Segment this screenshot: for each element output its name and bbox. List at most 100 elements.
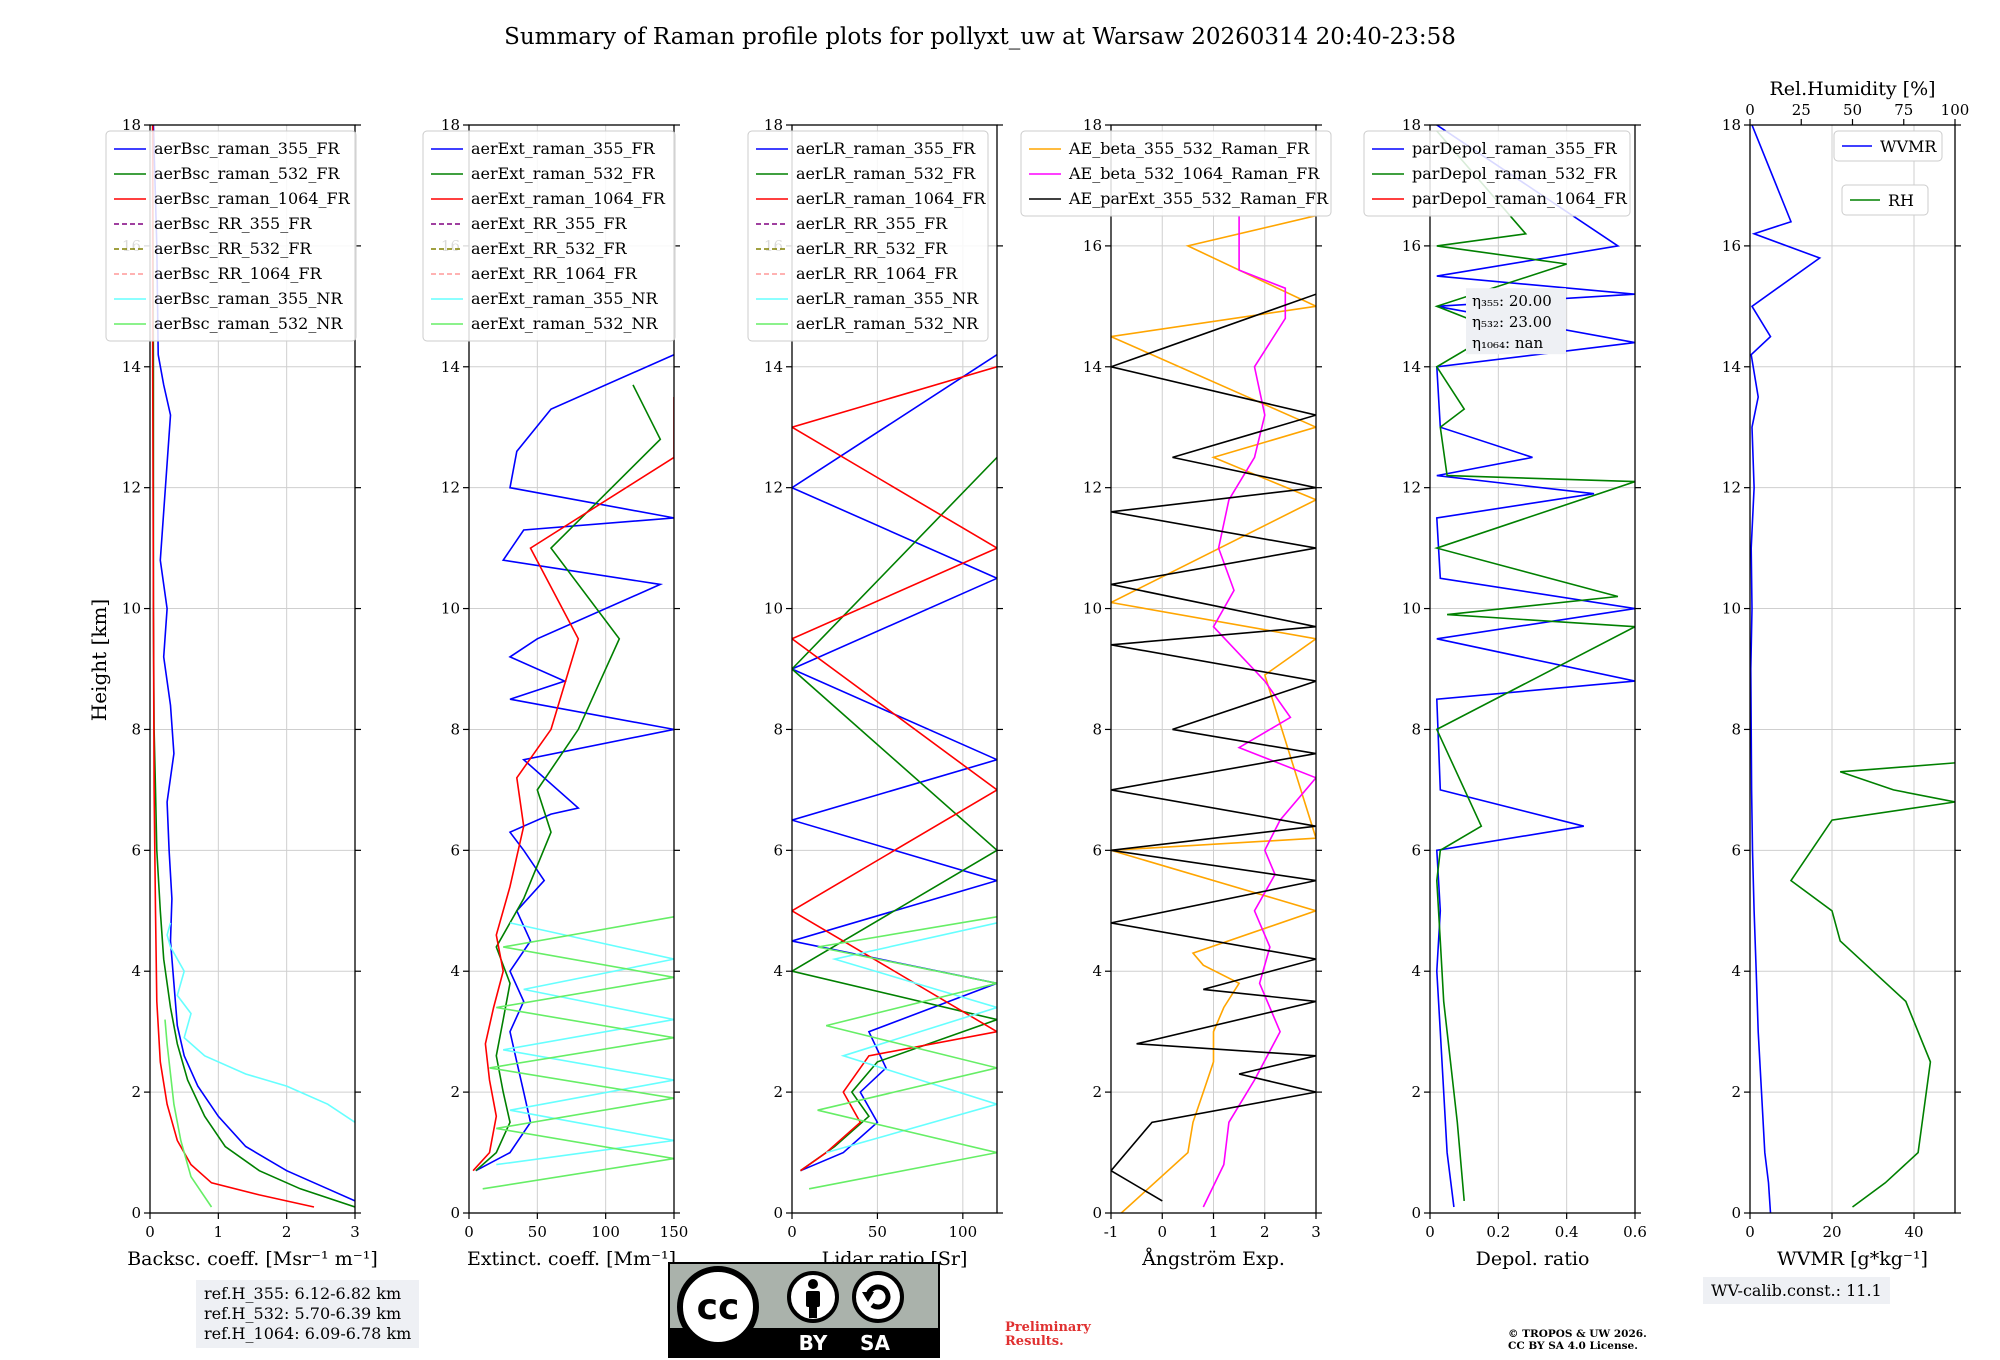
y-tick-label: 10	[1083, 600, 1102, 618]
y-tick-label: 6	[1092, 841, 1102, 859]
series-group	[151, 125, 355, 1208]
series-group	[1111, 214, 1316, 1213]
legend-label: WVMR	[1880, 137, 1937, 156]
legend-label-aerbsc-rr-355-fr: aerBsc_RR_355_FR	[154, 214, 312, 233]
figure-title: Summary of Raman profile plots for polly…	[504, 24, 1456, 50]
legend-label-aerbsc-raman-532-fr: aerBsc_raman_532_FR	[154, 164, 340, 183]
y-tick-label: 10	[441, 600, 460, 618]
legend-box	[422, 130, 676, 342]
y-tick-label: 18	[1402, 116, 1421, 134]
eta-box	[1466, 288, 1566, 355]
y-tick-label: 2	[131, 1083, 141, 1101]
series-aerbsc-raman-355-nr	[166, 922, 355, 1123]
series-group	[1750, 125, 1955, 1213]
y-tick-label: 4	[773, 962, 783, 980]
copyright-line-2: CC BY SA 4.0 License.	[1508, 1340, 1638, 1352]
series-group	[472, 353, 674, 1190]
x-axis-label: Backsc. coeff. [Msr⁻¹ m⁻¹]	[127, 1248, 378, 1270]
legend-label-aerext-raman-355-nr: aerExt_raman_355_NR	[471, 289, 659, 308]
y-tick-label: 16	[1083, 237, 1102, 255]
reference-height-box: ref.H_355: 6.12-6.82 km ref.H_532: 5.70-…	[196, 1280, 420, 1348]
y-tick-label: 4	[1411, 962, 1421, 980]
y-tick-label: 0	[450, 1204, 460, 1222]
x-tick-label: 1	[1209, 1223, 1219, 1241]
copyright-note: © TROPOS & UW 2026. CC BY SA 4.0 License…	[1508, 1328, 1647, 1352]
y-tick-label: 18	[122, 116, 141, 134]
x-tick-label: 2	[1260, 1223, 1270, 1241]
legend-label-aerext-raman-355-fr: aerExt_raman_355_FR	[471, 139, 656, 158]
y-tick-label: 12	[1402, 479, 1421, 497]
y-tick-label: 18	[441, 116, 460, 134]
cc-by-text: BY	[799, 1331, 828, 1355]
eta-line-1: η₅₃₂: 23.00	[1472, 313, 1552, 331]
preliminary-line-2: Results.	[1005, 1334, 1064, 1349]
series-aerlr-raman-355-nr	[825, 922, 997, 1154]
legend-label-aerext-raman-532-nr: aerExt_raman_532_NR	[471, 314, 659, 333]
y-tick-label: 6	[773, 841, 783, 859]
x-tick-label: 2	[282, 1223, 292, 1241]
legend-label-aerext-rr-355-fr: aerExt_RR_355_FR	[471, 214, 628, 233]
x-tick-label: 50	[528, 1223, 547, 1241]
y-tick-label: 14	[1402, 358, 1421, 376]
x-tick-label: 3	[1311, 1223, 1321, 1241]
x-axis-label: Ångström Exp.	[1141, 1248, 1285, 1270]
legend-box	[1020, 130, 1332, 217]
series-ae-parext-355-532-raman-fr	[1111, 293, 1316, 1202]
y-tick-label: 2	[1092, 1083, 1102, 1101]
cc-icon	[677, 1266, 759, 1348]
wv-calib-constant: WV-calib.const.: 11.1	[1711, 1281, 1882, 1300]
x2-axis-label: Rel.Humidity [%]	[1769, 78, 1935, 100]
y-tick-label: 18	[1722, 116, 1741, 134]
x-tick-label: 0	[787, 1223, 797, 1241]
series-ae-beta-532-1064-raman-fr	[1202, 215, 1316, 1208]
x-tick-label: 40	[1904, 1223, 1923, 1241]
y-tick-label: 0	[131, 1204, 141, 1222]
wv-calib-box: WV-calib.const.: 11.1	[1703, 1277, 1890, 1304]
x-tick-label: 0.4	[1555, 1223, 1579, 1241]
cc-main-text: cc	[697, 1287, 740, 1328]
y-tick-label: 14	[1722, 358, 1741, 376]
panel-extinction: 024681012141618050100150Extinct. coeff. …	[422, 116, 688, 1270]
panel-depol: 0 2 4 6 8 10 12 14 16 18 0 0.2 0.4 0.6 Depol. ratio par…	[1363, 116, 1647, 1270]
legend-label-ae-beta-532-1064-raman-fr: AE_beta_532_1064_Raman_FR	[1068, 164, 1320, 183]
y-tick-label: 12	[1722, 479, 1741, 497]
y-tick-label: 8	[773, 720, 783, 738]
legend-box	[1363, 130, 1631, 217]
y-tick-label: 6	[1411, 841, 1421, 859]
x-tick-label: 0	[1157, 1223, 1167, 1241]
cc-by-sa-logo: cc BY SA	[668, 1262, 940, 1358]
series-aerlr-raman-1064-fr	[792, 366, 997, 1172]
x-tick-label: 1	[214, 1223, 224, 1241]
y-tick-label: 6	[1731, 841, 1741, 859]
ref-height-532: ref.H_532: 5.70-6.39 km	[204, 1304, 402, 1323]
legend-label-aerbsc-raman-355-nr: aerBsc_raman_355_NR	[154, 289, 343, 308]
panel-backscatter: 0246810121416180123Backsc. coeff. [Msr⁻¹…	[105, 116, 378, 1270]
series-pardepol-raman-532-fr	[1434, 130, 1635, 1201]
y-tick-label: 2	[1731, 1083, 1741, 1101]
series-aerext-raman-355-nr	[496, 922, 674, 1166]
x2-tick-label: 25	[1792, 101, 1811, 119]
y-tick-label: 0	[773, 1204, 783, 1222]
x-tick-label: 100	[949, 1223, 978, 1241]
legend-label-aerext-rr-532-fr: aerExt_RR_532_FR	[471, 239, 628, 258]
legend-label-aerext-raman-532-fr: aerExt_raman_532_FR	[471, 164, 656, 183]
series-wvmr	[1750, 125, 1822, 1213]
sa-icon	[852, 1271, 904, 1323]
cc-sa-text: SA	[860, 1331, 890, 1355]
eta-annotation: η₃₅₅: 20.00 η₅₃₂: 23.00 η₁₀₆₄: nan	[1466, 288, 1566, 355]
x-tick-label: 0.6	[1623, 1223, 1647, 1241]
axes-frame	[468, 124, 675, 1214]
series-aerbsc-raman-1064-fr	[151, 125, 315, 1208]
y-tick-label: 12	[122, 479, 141, 497]
x-tick-label: 0	[1745, 1223, 1755, 1241]
legend-wvmr: WVMR	[1833, 130, 1943, 162]
legend-label-aerbsc-rr-1064-fr: aerBsc_RR_1064_FR	[154, 264, 323, 283]
axes-frame	[1429, 124, 1636, 1214]
legend-box	[105, 130, 357, 342]
x-axis-label: Depol. ratio	[1476, 1248, 1590, 1270]
y-tick-label: 0	[1092, 1204, 1102, 1222]
legend-label-aerlr-raman-1064-fr: aerLR_raman_1064_FR	[796, 189, 986, 208]
series-aerlr-raman-532-fr	[792, 456, 997, 1172]
y-tick-label: 2	[1411, 1083, 1421, 1101]
